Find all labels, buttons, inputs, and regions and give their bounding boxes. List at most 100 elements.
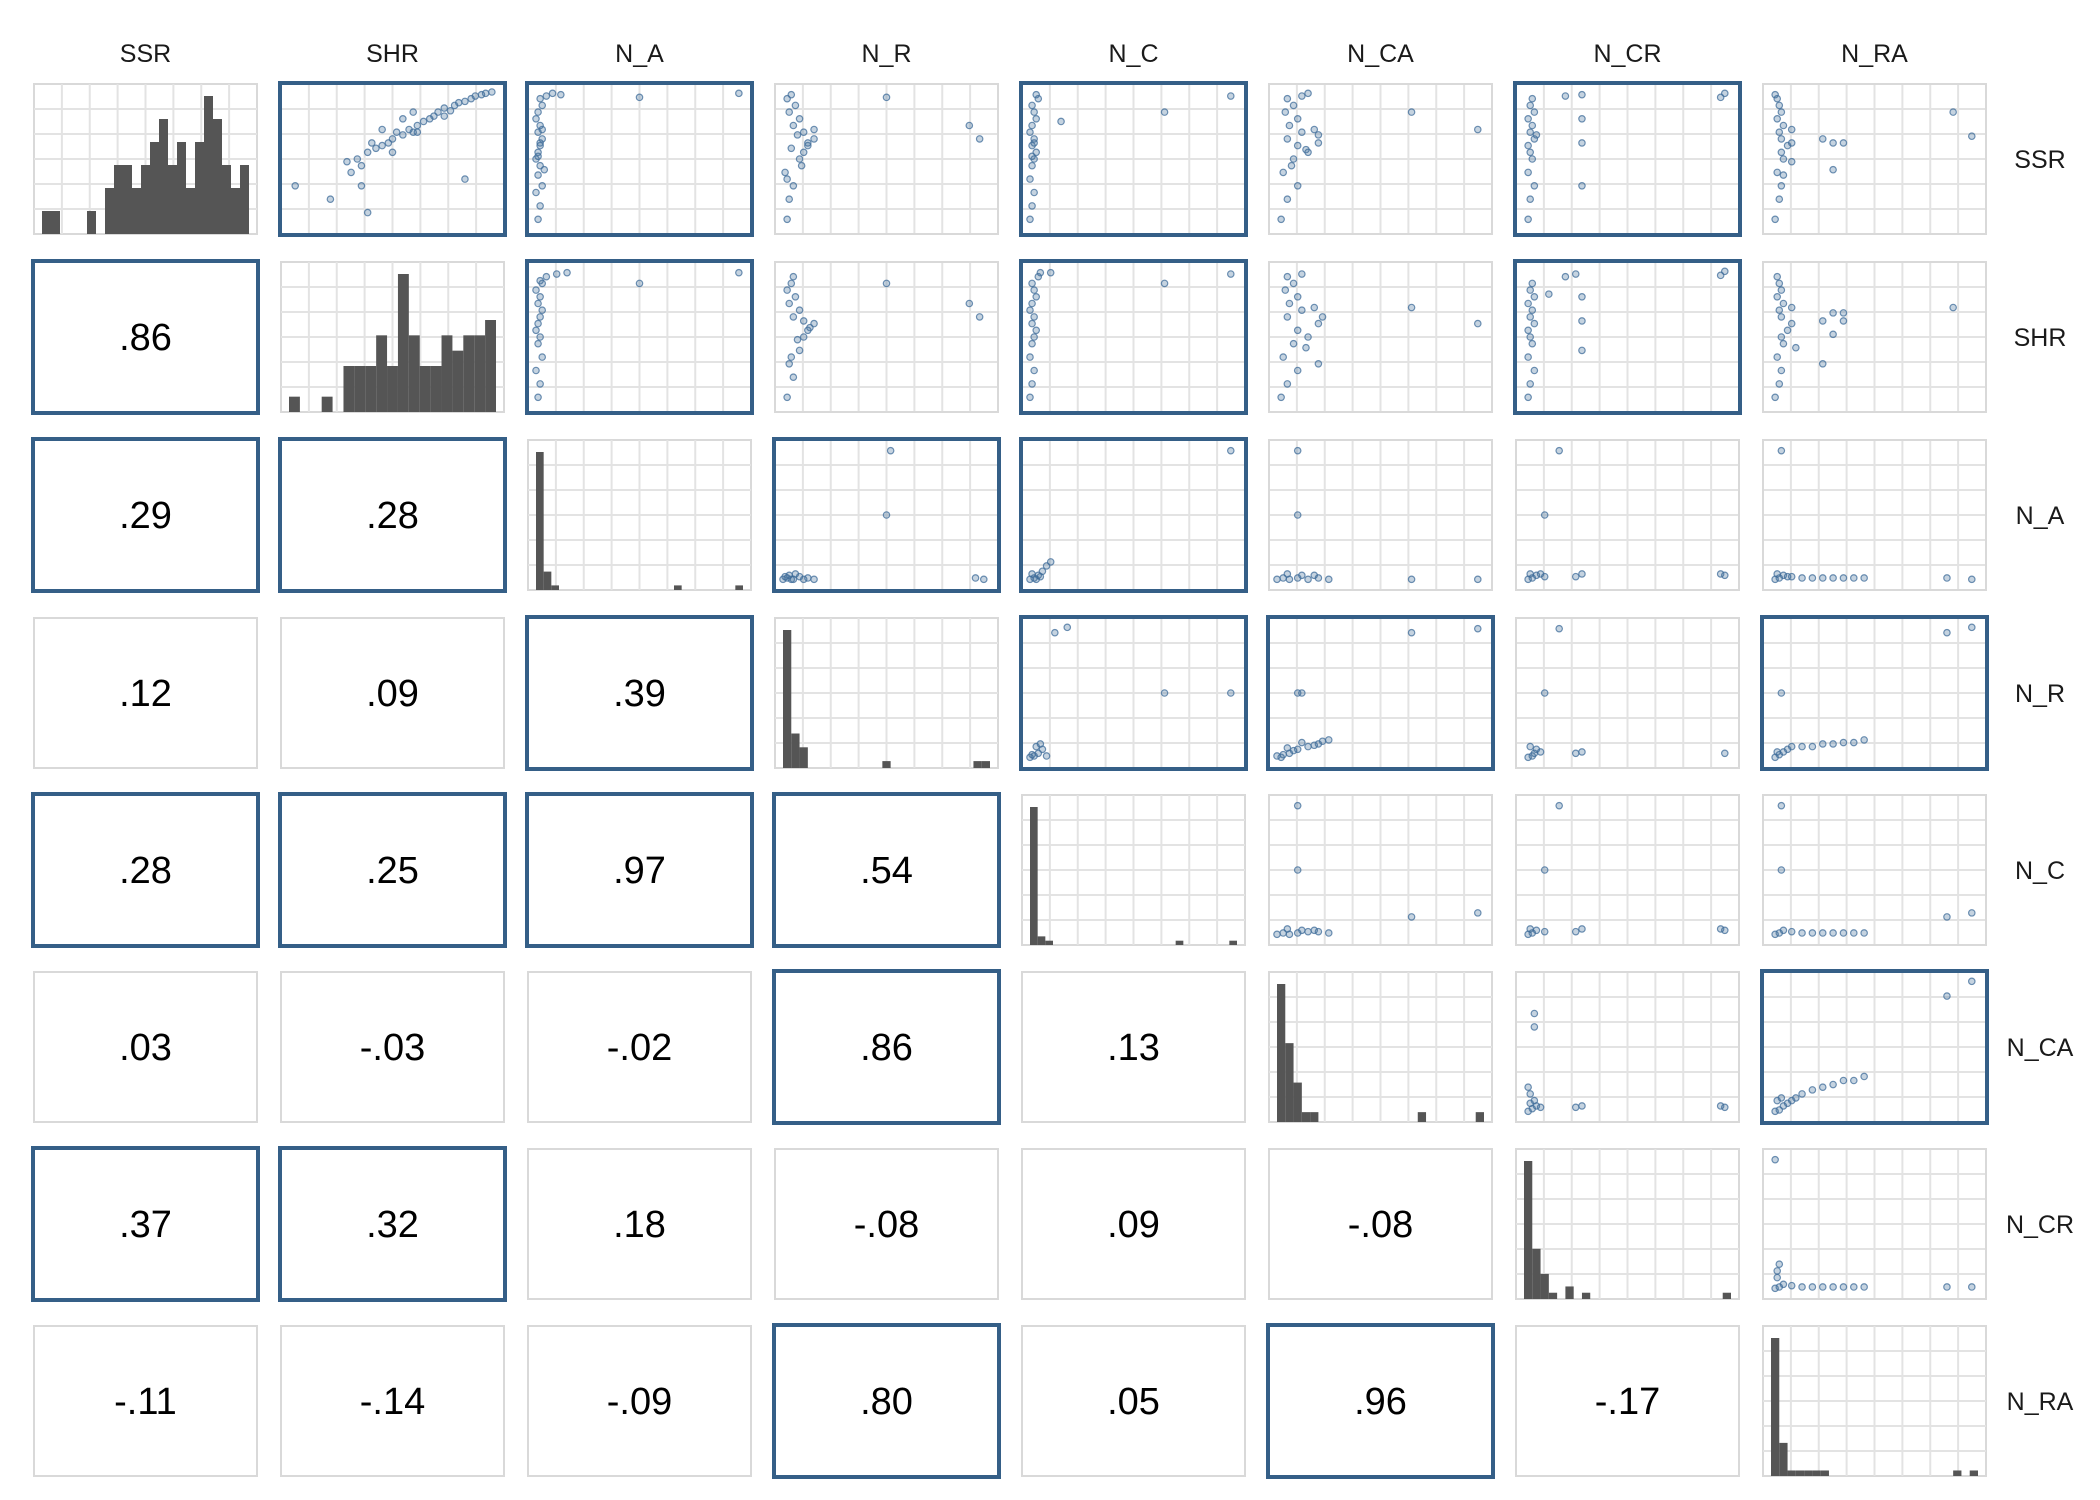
scatter-point: [810, 125, 818, 134]
scatter-point: [1526, 570, 1535, 578]
scatter-point: [363, 208, 372, 217]
histogram-bar: [240, 165, 249, 234]
matrix-cell: [1268, 794, 1493, 946]
scatter-point: [454, 98, 463, 107]
scatter-point: [1850, 738, 1858, 747]
histogram-bar: [105, 188, 114, 234]
histogram-bar: [1953, 1470, 1962, 1476]
scatter-point: [1160, 108, 1169, 116]
scatter-point: [1943, 913, 1951, 921]
histogram-bar: [441, 335, 453, 412]
scatter-point: [1536, 748, 1545, 756]
scatter-point: [481, 89, 490, 98]
scatter-point: [1779, 926, 1788, 935]
panel-border: [33, 1325, 258, 1477]
scatter-point: [1540, 927, 1549, 936]
scatter-point: [1160, 279, 1169, 288]
scatter-point: [1792, 1094, 1800, 1102]
scatter-point: [785, 195, 794, 204]
panel-border: [280, 1325, 505, 1477]
scatter-point: [789, 272, 798, 281]
scatter-point: [1324, 736, 1333, 744]
scatter-point: [795, 115, 804, 123]
scatter-point: [1540, 689, 1549, 697]
scatter-point: [363, 148, 372, 157]
scatter-point: [1281, 286, 1290, 294]
scatter-point: [1298, 128, 1306, 137]
matrix-cell: -.17: [1515, 1325, 1740, 1477]
correlation-value: -.02: [607, 1027, 672, 1069]
scatter-point: [882, 511, 891, 519]
scatter-point: [347, 168, 355, 177]
scatter-point: [1787, 139, 1796, 147]
scatter-point: [965, 121, 974, 130]
scatter-point: [536, 380, 544, 388]
histogram-bar: [222, 165, 231, 234]
histogram-bar: [1795, 1470, 1805, 1476]
matrix-cell: .12: [33, 617, 258, 769]
matrix-cell: [1021, 794, 1246, 946]
scatter-point: [1783, 572, 1792, 581]
scatter-point: [538, 135, 547, 143]
scatter-point: [1298, 306, 1306, 315]
scatter-point: [781, 572, 789, 581]
scatter-point: [1036, 740, 1045, 748]
correlation-value: .28: [119, 850, 172, 892]
row-label: N_A: [2016, 502, 2065, 530]
scatter-point: [1283, 94, 1292, 103]
matrix-cell: [33, 83, 258, 235]
scatter-point: [1829, 1080, 1837, 1089]
panel-border: [1515, 439, 1740, 591]
scatter-point: [1818, 929, 1827, 937]
matrix-cell: [525, 81, 754, 237]
scatter-point: [795, 346, 804, 355]
scatter-point: [1473, 319, 1482, 328]
scatter-point: [804, 574, 812, 582]
scatter-point: [1775, 1260, 1784, 1269]
scatter-point: [538, 182, 547, 190]
scatter-point: [1561, 272, 1570, 281]
scatter-point: [1775, 195, 1784, 204]
matrix-cell: .13: [1021, 971, 1246, 1123]
scatter-point: [1775, 279, 1784, 288]
scatter-point: [785, 108, 794, 116]
matrix-cell: [1515, 439, 1740, 591]
scatter-point: [806, 323, 814, 332]
scatter-point: [461, 175, 469, 183]
scatter-point: [1530, 292, 1539, 301]
histogram-bar: [186, 188, 195, 234]
scatter-point: [1028, 750, 1036, 759]
scatter-point: [1530, 1023, 1539, 1031]
scatter-point: [1777, 333, 1786, 341]
histogram-bar: [551, 585, 559, 590]
scatter-point: [1839, 929, 1848, 937]
column-label: N_R: [861, 40, 911, 68]
scatter-point: [1314, 139, 1323, 147]
scatter-point: [1293, 511, 1302, 519]
scatter-point: [1407, 575, 1416, 584]
panel-border: [1021, 1148, 1246, 1300]
scatter-point: [635, 279, 644, 288]
scatter-point: [965, 299, 974, 308]
scatter-point: [1808, 1283, 1817, 1291]
scatter-point: [1524, 215, 1532, 224]
scatter-point: [1283, 272, 1292, 281]
scatter-point: [1028, 319, 1036, 328]
scatter-point: [1798, 929, 1806, 937]
row-label: N_R: [2015, 680, 2065, 708]
correlation-value: .09: [1107, 1204, 1160, 1246]
panel-border: [1762, 261, 1987, 413]
scatter-point: [1283, 744, 1292, 752]
panel-border: [774, 83, 999, 235]
scatter-point: [735, 268, 743, 277]
scatter-point: [1720, 926, 1729, 935]
scatter-point: [399, 115, 407, 123]
scatter-point: [1829, 309, 1837, 317]
scatter-point: [783, 393, 791, 402]
scatter-point: [434, 108, 442, 116]
scatter-point: [1473, 624, 1482, 633]
scatter-point: [1860, 929, 1868, 937]
scatter-point: [1818, 1283, 1827, 1291]
scatter-point: [1716, 1102, 1725, 1110]
matrix-cell: -.08: [1268, 1148, 1493, 1300]
